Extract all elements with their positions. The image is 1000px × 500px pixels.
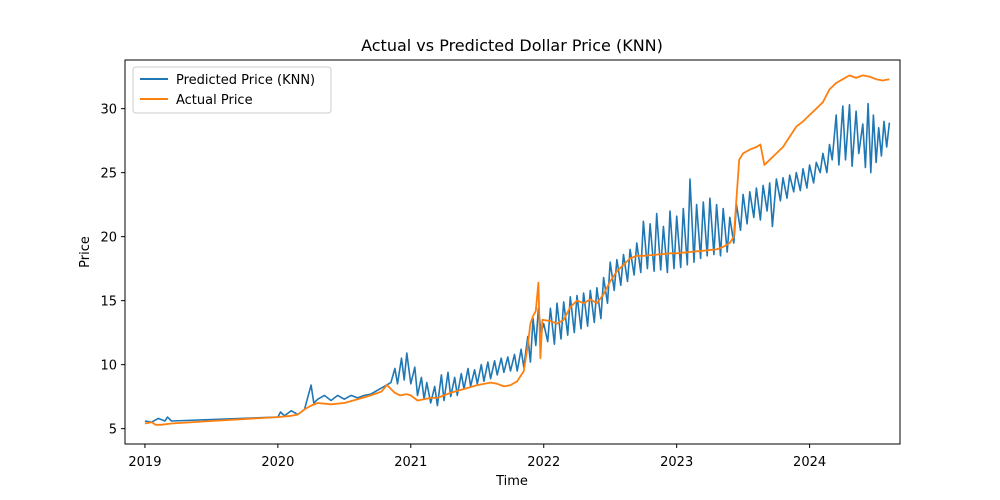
y-axis: 5 10 15 20 25 30: [100, 103, 125, 438]
y-tick-label: 5: [109, 423, 117, 438]
x-tick-label: 2023: [660, 455, 693, 470]
y-tick-label: 15: [100, 295, 117, 310]
y-tick-label: 10: [100, 359, 117, 374]
x-tick-label: 2021: [394, 455, 427, 470]
series-layer: [144, 74, 891, 426]
x-axis: 2019 2020 2021 2022 2023 2024: [128, 444, 826, 470]
x-tick-label: 2024: [793, 455, 826, 470]
legend: Predicted Price (KNN) Actual Price: [132, 66, 332, 114]
legend-label-actual: Actual Price: [176, 93, 253, 108]
x-tick-label: 2019: [128, 455, 161, 470]
y-tick-label: 30: [100, 103, 117, 118]
y-tick-label: 20: [100, 231, 117, 246]
legend-label-predicted: Predicted Price (KNN): [176, 73, 315, 88]
y-axis-title: Price: [78, 236, 93, 268]
series-line-predicted: [144, 102, 891, 423]
x-tick-label: 2022: [527, 455, 560, 470]
legend-box: [132, 66, 332, 114]
series-line-actual: [144, 74, 890, 426]
x-tick-label: 2020: [261, 455, 294, 470]
y-tick-label: 25: [100, 167, 117, 182]
chart-title: Actual vs Predicted Dollar Price (KNN): [361, 36, 663, 55]
plot-frame: [124, 59, 901, 445]
plot-area: [124, 59, 901, 445]
x-axis-title: Time: [495, 474, 528, 489]
